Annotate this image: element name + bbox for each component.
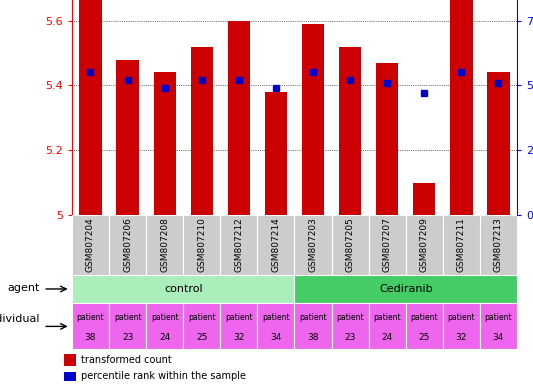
Bar bbox=[154, 73, 176, 215]
Bar bbox=[220, 303, 257, 349]
Text: patient: patient bbox=[262, 313, 290, 322]
Bar bbox=[228, 21, 250, 215]
Text: 32: 32 bbox=[456, 333, 467, 343]
Bar bbox=[332, 303, 369, 349]
Text: patient: patient bbox=[299, 313, 327, 322]
Bar bbox=[450, 0, 472, 215]
Bar bbox=[146, 303, 183, 349]
Text: 34: 34 bbox=[493, 333, 504, 343]
Text: patient: patient bbox=[374, 313, 401, 322]
Bar bbox=[183, 303, 220, 349]
Text: GSM807208: GSM807208 bbox=[160, 217, 169, 272]
Text: GSM807211: GSM807211 bbox=[457, 217, 466, 272]
Text: patient: patient bbox=[114, 313, 141, 322]
Bar bbox=[265, 92, 287, 215]
Text: 23: 23 bbox=[122, 333, 133, 343]
Bar bbox=[406, 303, 443, 349]
Text: 32: 32 bbox=[233, 333, 245, 343]
Bar bbox=[443, 215, 480, 275]
Bar bbox=[72, 215, 109, 275]
Bar bbox=[220, 215, 257, 275]
Text: patient: patient bbox=[188, 313, 215, 322]
Text: 25: 25 bbox=[418, 333, 430, 343]
Text: patient: patient bbox=[448, 313, 475, 322]
Bar bbox=[294, 215, 332, 275]
Bar bbox=[294, 275, 517, 303]
Text: patient: patient bbox=[225, 313, 253, 322]
Text: patient: patient bbox=[151, 313, 179, 322]
Text: 24: 24 bbox=[382, 333, 393, 343]
Text: GSM807212: GSM807212 bbox=[235, 217, 244, 272]
Text: GSM807205: GSM807205 bbox=[345, 217, 354, 272]
Text: GSM807203: GSM807203 bbox=[309, 217, 318, 272]
Bar bbox=[109, 303, 146, 349]
Text: patient: patient bbox=[336, 313, 364, 322]
Bar bbox=[332, 215, 369, 275]
Bar bbox=[64, 354, 76, 366]
Bar bbox=[294, 303, 332, 349]
Text: control: control bbox=[164, 284, 203, 294]
Text: percentile rank within the sample: percentile rank within the sample bbox=[81, 371, 246, 381]
Text: individual: individual bbox=[0, 314, 39, 324]
Text: GSM807209: GSM807209 bbox=[420, 217, 429, 272]
Text: GSM807207: GSM807207 bbox=[383, 217, 392, 272]
Bar bbox=[116, 60, 139, 215]
Text: patient: patient bbox=[77, 313, 104, 322]
Text: 34: 34 bbox=[270, 333, 281, 343]
Bar bbox=[79, 0, 102, 215]
Bar bbox=[302, 24, 324, 215]
Bar bbox=[109, 215, 146, 275]
Text: Cediranib: Cediranib bbox=[379, 284, 433, 294]
Bar bbox=[480, 303, 517, 349]
Bar bbox=[406, 215, 443, 275]
Text: 38: 38 bbox=[85, 333, 96, 343]
Bar bbox=[369, 303, 406, 349]
Bar bbox=[72, 303, 109, 349]
Text: GSM807210: GSM807210 bbox=[197, 217, 206, 272]
Bar bbox=[376, 63, 398, 215]
Bar bbox=[413, 183, 435, 215]
Text: GSM807204: GSM807204 bbox=[86, 217, 95, 272]
Bar bbox=[183, 215, 220, 275]
Bar bbox=[339, 46, 361, 215]
Bar bbox=[72, 275, 294, 303]
Bar bbox=[443, 303, 480, 349]
Text: patient: patient bbox=[410, 313, 438, 322]
Text: GSM807206: GSM807206 bbox=[123, 217, 132, 272]
Text: patient: patient bbox=[484, 313, 512, 322]
Text: GSM807214: GSM807214 bbox=[271, 217, 280, 272]
Text: agent: agent bbox=[7, 283, 39, 293]
Bar bbox=[64, 372, 76, 381]
Text: GSM807213: GSM807213 bbox=[494, 217, 503, 272]
Bar bbox=[191, 46, 213, 215]
Text: 38: 38 bbox=[308, 333, 319, 343]
Text: 24: 24 bbox=[159, 333, 171, 343]
Text: transformed count: transformed count bbox=[81, 355, 172, 365]
Bar bbox=[487, 73, 510, 215]
Bar bbox=[369, 215, 406, 275]
Bar bbox=[257, 215, 294, 275]
Bar bbox=[257, 303, 294, 349]
Text: 25: 25 bbox=[196, 333, 207, 343]
Bar bbox=[146, 215, 183, 275]
Bar bbox=[480, 215, 517, 275]
Text: 23: 23 bbox=[344, 333, 356, 343]
